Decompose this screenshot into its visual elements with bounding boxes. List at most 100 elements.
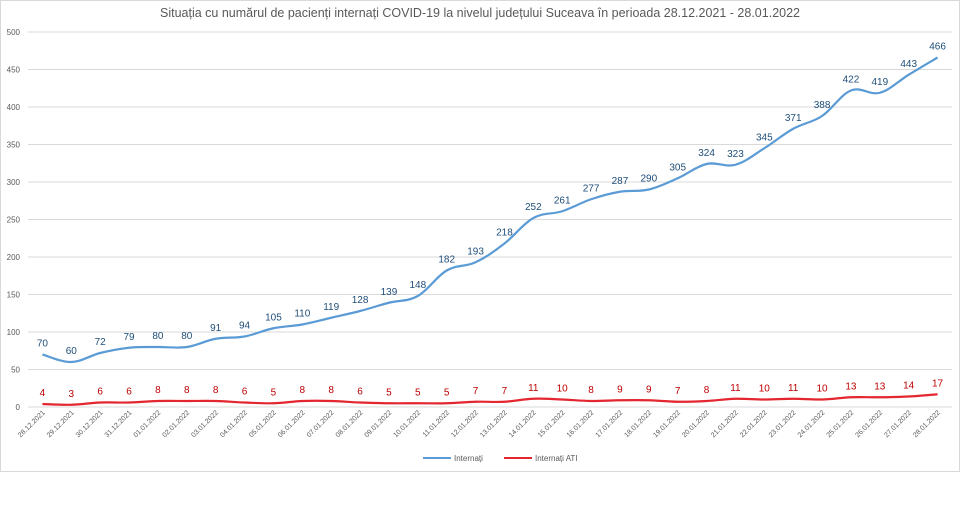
x-tick-label: 12.01.2022 <box>450 409 480 439</box>
data-label: 8 <box>300 385 306 396</box>
data-label: 466 <box>929 42 946 53</box>
x-tick-label: 08.01.2022 <box>335 409 365 439</box>
x-tick-label: 29.12.2021 <box>46 409 76 439</box>
data-label: 287 <box>612 176 629 187</box>
x-tick-label: 18.01.2022 <box>623 409 653 439</box>
data-label: 5 <box>415 387 421 398</box>
data-label: 105 <box>265 312 282 323</box>
legend: Internați Internați ATI <box>423 454 578 463</box>
series-lines <box>42 56 939 406</box>
data-label: 10 <box>817 384 829 395</box>
data-label: 119 <box>323 302 339 313</box>
data-label: 79 <box>124 332 136 343</box>
x-tick-label: 28.12.2021 <box>17 409 47 439</box>
data-label: 128 <box>352 295 369 306</box>
data-label: 9 <box>646 384 652 395</box>
y-tick-label: 0 <box>16 403 21 412</box>
data-label: 388 <box>814 100 831 111</box>
x-tick-label: 31.12.2021 <box>104 409 134 439</box>
x-tick-label: 11.01.2022 <box>422 409 451 438</box>
x-tick-label: 05.01.2022 <box>248 409 278 439</box>
x-tick-label: 25.01.2022 <box>826 409 856 439</box>
x-tick-label: 07.01.2022 <box>306 409 336 439</box>
x-tick-label: 10.01.2022 <box>392 409 422 439</box>
data-label: 70 <box>37 339 49 350</box>
x-tick-label: 01.01.2022 <box>133 409 163 439</box>
y-tick-label: 150 <box>7 291 21 300</box>
data-label: 5 <box>444 387 450 398</box>
data-label: 148 <box>409 280 426 291</box>
x-tick-label: 24.01.2022 <box>797 409 827 439</box>
data-label: 13 <box>845 381 857 392</box>
data-label: 6 <box>357 387 363 398</box>
data-label: 252 <box>525 202 542 213</box>
data-label: 110 <box>294 309 310 320</box>
data-label: 17 <box>932 378 944 389</box>
y-tick-label: 450 <box>7 66 21 75</box>
gridlines <box>28 31 952 408</box>
x-tick-label: 20.01.2022 <box>681 409 711 439</box>
data-label: 80 <box>152 331 164 342</box>
data-label: 261 <box>554 195 571 206</box>
x-tick-label: 04.01.2022 <box>219 409 249 439</box>
data-label: 91 <box>210 323 222 334</box>
legend-entry: Internați <box>454 454 483 463</box>
data-label: 14 <box>903 381 915 392</box>
data-label: 11 <box>528 383 539 394</box>
y-tick-label: 200 <box>7 253 21 262</box>
data-label: 305 <box>669 162 686 173</box>
y-tick-label: 250 <box>7 216 21 225</box>
data-label: 8 <box>588 385 594 396</box>
data-label: 5 <box>386 387 392 398</box>
x-tick-label: 16.01.2022 <box>566 409 596 439</box>
data-label: 324 <box>698 148 715 159</box>
data-label: 371 <box>785 113 802 124</box>
data-label: 10 <box>759 384 771 395</box>
y-axis-ticks: 0 50 100 150 200 250 300 350 400 450 500 <box>7 28 21 412</box>
y-tick-label: 350 <box>7 141 21 150</box>
data-label: 9 <box>617 384 623 395</box>
data-label: 139 <box>381 287 398 298</box>
y-tick-label: 50 <box>11 366 20 375</box>
x-tick-label: 03.01.2022 <box>190 409 220 439</box>
data-label: 8 <box>704 385 710 396</box>
data-label: 8 <box>213 385 219 396</box>
x-tick-label: 19.01.2022 <box>652 409 682 439</box>
data-label: 7 <box>502 386 508 397</box>
y-tick-label: 100 <box>7 328 21 337</box>
data-label: 60 <box>66 346 78 357</box>
data-label: 13 <box>874 381 886 392</box>
data-label: 218 <box>496 228 513 239</box>
series-line-internati-ati <box>42 393 938 406</box>
x-tick-label: 22.01.2022 <box>739 409 769 439</box>
x-tick-label: 14.01.2022 <box>508 409 538 439</box>
series-line-internati <box>42 56 939 364</box>
chart-title: Situația cu numărul de pacienți internaț… <box>160 6 800 20</box>
x-tick-label: 27.01.2022 <box>883 409 913 439</box>
data-label: 80 <box>181 331 193 342</box>
data-label: 10 <box>557 384 569 395</box>
x-tick-label: 02.01.2022 <box>161 409 191 439</box>
data-label: 6 <box>97 387 103 398</box>
x-tick-label: 06.01.2022 <box>277 409 307 439</box>
data-label: 4 <box>40 388 46 399</box>
data-label: 6 <box>126 387 132 398</box>
data-label: 419 <box>871 77 888 88</box>
data-label: 323 <box>727 149 744 160</box>
chart-frame <box>0 0 960 472</box>
y-tick-label: 400 <box>7 103 21 112</box>
x-tick-label: 23.01.2022 <box>768 409 798 439</box>
data-label: 345 <box>756 132 773 143</box>
x-tick-label: 09.01.2022 <box>364 409 394 439</box>
x-tick-label: 30.12.2021 <box>75 409 105 439</box>
x-tick-label: 13.01.2022 <box>479 409 509 439</box>
data-label: 277 <box>583 183 600 194</box>
x-axis-ticks: 28.12.2021 29.12.2021 30.12.2021 31.12.2021… <box>17 409 942 439</box>
data-label: 94 <box>239 321 251 332</box>
data-label: 443 <box>900 59 917 70</box>
x-tick-label: 28.01.2022 <box>912 409 942 439</box>
data-label: 6 <box>242 387 248 398</box>
data-label: 290 <box>640 174 657 185</box>
